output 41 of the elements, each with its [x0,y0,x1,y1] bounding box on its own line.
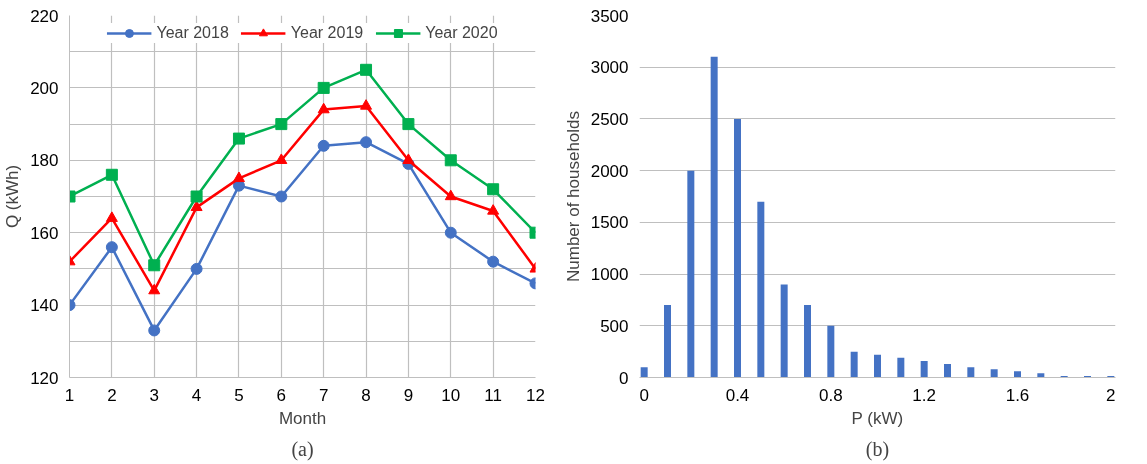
y-tick-label: 2000 [590,161,629,181]
legend-label: Year 2020 [425,24,498,42]
x-tick-label: 0.8 [819,385,843,405]
x-tick-label: 9 [403,385,414,405]
x-axis-title: Month [278,408,327,428]
y-tick-label: 1000 [590,265,629,285]
y-tick-label: 1500 [590,213,629,233]
y-tick-label: 0 [619,368,629,388]
x-tick-label: 10 [441,385,461,405]
y-tick-label: 500 [600,316,629,336]
x-tick-label: 0 [639,385,649,405]
x-tick-label: 1.2 [912,385,936,405]
y-tick-label: 180 [30,151,59,171]
y-axis-title: Q (kWh) [3,164,23,229]
text: (b) [865,437,890,461]
x-tick-label: 7 [318,385,329,405]
x-tick-label: 0.4 [725,385,750,405]
y-tick-label: 120 [30,368,59,388]
x-tick-label: 12 [526,385,545,405]
x-tick-label: 1.6 [1005,385,1030,405]
y-tick-label: 3500 [590,6,629,26]
y-tick-label: 2500 [590,109,629,129]
y-tick-label: 160 [30,223,59,243]
legend-label: Year 2019 [290,24,364,42]
x-tick-label: 4 [191,385,202,405]
x-axis-title: P (kW) [851,408,904,428]
x-tick-label: 11 [484,385,502,405]
x-tick-label: 2 [107,385,117,405]
x-tick-label: 8 [361,385,371,405]
y-tick-label: 140 [30,296,59,316]
x-tick-label: 1 [64,385,75,405]
y-tick-label: 3000 [590,58,629,78]
text: (a) [291,437,314,461]
y-tick-label: 200 [30,78,59,98]
legend-label: Year 2018 [156,24,229,42]
x-tick-label: 5 [234,385,244,405]
x-tick-label: 3 [149,385,159,405]
x-tick-label: 2 [1106,385,1116,405]
y-tick-label: 220 [30,6,59,26]
x-tick-label: 6 [276,385,287,405]
y-axis-title: Number of households [563,110,583,283]
